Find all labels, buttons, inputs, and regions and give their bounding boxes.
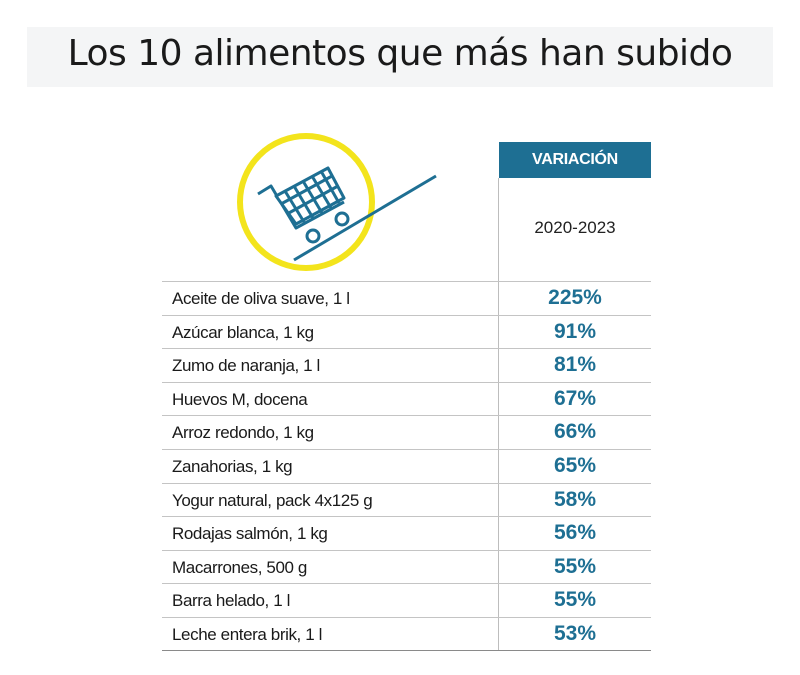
table-row: Zanahorias, 1 kg 65%: [162, 448, 651, 483]
row-value: 55%: [553, 588, 597, 612]
row-label: Macarrones, 500 g: [172, 557, 307, 577]
row-value: 53%: [553, 621, 597, 645]
title-band: [27, 27, 773, 87]
table-row: Huevos M, docena 67%: [162, 381, 651, 416]
row-value: 91%: [553, 319, 597, 343]
table-row: Aceite de oliva suave, 1 l 225%: [162, 281, 651, 315]
row-label: Leche entera brik, 1 l: [172, 624, 322, 644]
row-value: 58%: [553, 487, 597, 511]
column-divider: [498, 178, 499, 650]
table-row: Arroz redondo, 1 kg 66%: [162, 415, 651, 449]
row-label: Yogur natural, pack 4x125 g: [172, 490, 373, 510]
table-row: Azúcar blanca, 1 kg 91%: [162, 314, 651, 349]
row-value: 56%: [553, 521, 597, 545]
column-header-variacion: VARIACIÓN: [499, 142, 651, 178]
food-table: Aceite de oliva suave, 1 l 225% Azúcar bla…: [162, 281, 651, 651]
row-label: Rodajas salmón, 1 kg: [172, 524, 328, 544]
table-row: Leche entera brik, 1 l 53%: [162, 616, 651, 651]
row-value: 55%: [553, 554, 597, 578]
row-label: Aceite de oliva suave, 1 l: [172, 289, 350, 308]
column-period: 2020-2023: [534, 218, 616, 237]
page-title: Los 10 alimentos que más han subido: [67, 33, 733, 74]
table-row: Yogur natural, pack 4x125 g 58%: [162, 482, 651, 517]
table-row: Barra helado, 1 l 55%: [162, 583, 651, 617]
table-row: Rodajas salmón, 1 kg 56%: [162, 516, 651, 550]
row-value: 65%: [553, 453, 597, 477]
row-value: 225%: [548, 286, 602, 309]
row-label: Azúcar blanca, 1 kg: [172, 322, 314, 342]
row-label: Arroz redondo, 1 kg: [172, 423, 314, 443]
row-value: 81%: [553, 353, 597, 377]
row-label: Zanahorias, 1 kg: [172, 456, 293, 476]
row-label: Barra helado, 1 l: [172, 591, 290, 611]
row-value: 66%: [553, 420, 597, 444]
row-label: Huevos M, docena: [172, 389, 308, 409]
row-label: Zumo de naranja, 1 l: [172, 356, 320, 376]
table-row: Zumo de naranja, 1 l 81%: [162, 348, 651, 382]
row-value: 67%: [553, 386, 597, 410]
table-row: Macarrones, 500 g 55%: [162, 549, 651, 584]
shopping-cart-icon: [236, 132, 446, 277]
